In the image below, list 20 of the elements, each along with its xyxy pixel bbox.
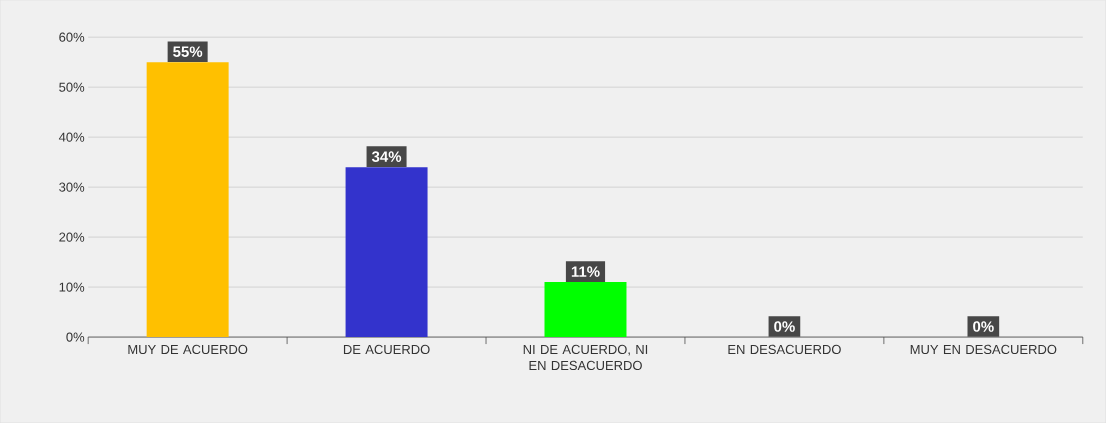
data-label: 55% <box>173 46 203 57</box>
bar <box>544 281 627 337</box>
data-label: 11% <box>571 266 600 277</box>
data-label: 0% <box>774 321 795 332</box>
x-tick-label: DE ACUERDO <box>343 344 430 354</box>
y-tick-label: 30% <box>59 182 85 192</box>
y-tick-label: 0% <box>66 332 85 342</box>
data-label: 0% <box>973 321 994 332</box>
y-tick-label: 50% <box>59 82 85 92</box>
x-tick-label: EN DESACUERDO <box>728 344 841 354</box>
y-tick-label: 10% <box>59 282 85 292</box>
x-tick-label: MUY DE ACUERDO <box>128 344 248 354</box>
y-tick-label: 60% <box>59 32 85 42</box>
x-tick-label: MUY EN DESACUERDO <box>910 344 1057 354</box>
data-label: 34% <box>371 151 402 162</box>
y-tick-label: 20% <box>59 232 85 242</box>
x-tick-label: NI DE ACUERDO, NI EN DESACUERDO <box>523 344 648 370</box>
y-tick-label: 40% <box>58 132 85 142</box>
bar <box>345 167 428 337</box>
bar <box>146 62 229 337</box>
